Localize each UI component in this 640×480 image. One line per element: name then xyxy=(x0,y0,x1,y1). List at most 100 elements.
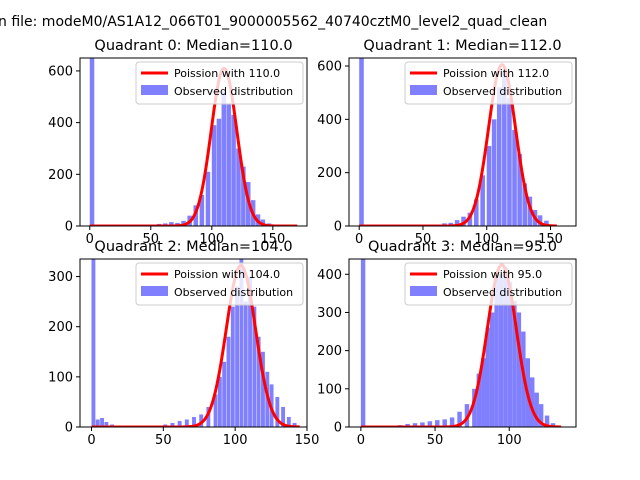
y-tick-label: 400 xyxy=(317,113,342,128)
histogram-bar xyxy=(457,411,462,427)
histogram-bar xyxy=(449,417,455,427)
histogram-bar xyxy=(281,406,286,427)
histogram-bar xyxy=(231,114,236,226)
y-tick-label: 0 xyxy=(65,421,73,436)
poisson-curve xyxy=(91,263,300,427)
chart-panel-0: 0 50 100 150 0 200 400 600 Quadrant 0: Median=11… xyxy=(48,38,308,247)
histogram-bar xyxy=(405,423,410,427)
x-tick-label: 0 xyxy=(87,433,95,448)
legend-bar-swatch xyxy=(410,85,437,95)
histogram-bar xyxy=(243,301,248,427)
histogram-bar xyxy=(226,104,231,226)
chart-panels: 0 50 100 150 0 200 400 600 Quadrant 0: Median=11… xyxy=(48,38,577,448)
histogram-bars xyxy=(359,58,556,226)
histogram-bar xyxy=(516,312,522,427)
legend-label: Poission with 110.0 xyxy=(174,67,280,80)
y-tick-label: 600 xyxy=(317,60,342,75)
axes-frame xyxy=(348,57,577,227)
histogram-bar xyxy=(252,306,257,427)
y-tick-label: 300 xyxy=(317,306,342,321)
y-tick-label: 200 xyxy=(317,166,342,181)
histogram-bar xyxy=(89,58,95,226)
x-tick-label: 50 xyxy=(143,232,160,247)
histogram-bar xyxy=(512,301,517,427)
histogram-bar xyxy=(442,419,447,427)
y-tick-label: 300 xyxy=(48,270,73,285)
histogram-bar xyxy=(211,125,217,226)
histogram-bar xyxy=(461,216,466,226)
histogram-bar xyxy=(100,417,104,427)
histogram-bar xyxy=(498,274,504,427)
histogram-bar xyxy=(507,281,513,427)
y-tick-label: 0 xyxy=(334,220,342,235)
x-tick-label: 100 xyxy=(474,232,499,247)
histogram-bar xyxy=(235,286,240,427)
histogram-bar xyxy=(359,58,364,226)
legend-label: Observed distribution xyxy=(174,85,293,98)
y-tick-label: 200 xyxy=(317,344,342,359)
y-tick-label: 100 xyxy=(48,370,73,385)
panel-title: Quadrant 0: Median=110.0 xyxy=(94,38,292,54)
histogram-bar xyxy=(427,421,433,427)
legend-label: Poission with 112.0 xyxy=(443,67,549,80)
histogram-bar xyxy=(216,118,222,226)
histogram-bar xyxy=(534,392,539,427)
x-tick-label: 50 xyxy=(155,433,172,448)
panel-title: Quadrant 3: Median=95.0 xyxy=(368,239,557,255)
chart-panel-3: 0 50 100 0 100 200 300 400 Quadrant 3: Median=95… xyxy=(317,239,577,448)
y-tick-label: 200 xyxy=(48,320,73,335)
histogram-bar xyxy=(412,423,418,427)
histogram-bar xyxy=(95,419,100,427)
histogram-bar xyxy=(260,219,266,226)
axes-frame xyxy=(79,258,308,428)
y-tick-label: 600 xyxy=(48,64,73,79)
histogram-bar xyxy=(360,259,366,427)
legend-bar-swatch xyxy=(141,286,168,296)
histogram-bar xyxy=(496,87,502,226)
histogram-bar xyxy=(486,146,492,226)
histogram-bar xyxy=(517,154,522,226)
x-tick-label: 100 xyxy=(223,433,248,448)
histogram-bar xyxy=(170,422,175,427)
y-tick-label: 0 xyxy=(334,421,342,436)
histogram-bar xyxy=(507,98,512,226)
y-tick-label: 400 xyxy=(48,116,73,131)
histogram-bar xyxy=(467,212,473,226)
histogram-bar xyxy=(256,336,261,427)
histogram-bar xyxy=(292,422,297,427)
histogram-bar xyxy=(544,220,549,226)
legend-label: Observed distribution xyxy=(174,286,293,299)
legend-label: Poission with 95.0 xyxy=(443,268,542,281)
histogram-bar xyxy=(91,259,96,427)
x-tick-label: 150 xyxy=(260,232,285,247)
histogram-bar xyxy=(472,388,477,427)
histogram-bar xyxy=(199,194,205,226)
x-tick-label: 50 xyxy=(427,433,444,448)
legend-label: Observed distribution xyxy=(443,85,562,98)
chart-panel-2: 0 50 100 150 0 100 200 300 Quadrant 2: Median=10… xyxy=(48,239,319,448)
histogram-bar xyxy=(169,222,174,226)
histogram-bar xyxy=(527,196,533,226)
histogram-bar xyxy=(217,376,222,427)
x-tick-label: 0 xyxy=(357,433,365,448)
histogram-bar xyxy=(544,415,550,427)
legend-box xyxy=(404,61,573,105)
histogram-bar xyxy=(476,373,482,427)
histogram-bar xyxy=(491,119,497,226)
legend-box xyxy=(404,262,573,306)
panel-title: Quadrant 2: Median=104.0 xyxy=(94,239,292,255)
histogram-bar xyxy=(530,377,535,427)
chart-panel-1: 0 50 100 150 0 200 400 600 Quadrant 1: Median=11… xyxy=(317,38,577,247)
x-tick-label: 0 xyxy=(355,232,363,247)
histogram-bar xyxy=(420,422,425,427)
x-tick-label: 100 xyxy=(497,433,522,448)
histogram-bar xyxy=(454,220,460,226)
histogram-bar xyxy=(206,406,211,427)
histogram-bar xyxy=(485,327,490,427)
histogram-bar xyxy=(275,396,280,427)
histogram-bar xyxy=(221,91,227,226)
y-tick-label: 400 xyxy=(317,268,342,283)
histogram-bar xyxy=(177,420,182,427)
histogram-bar xyxy=(104,421,109,427)
